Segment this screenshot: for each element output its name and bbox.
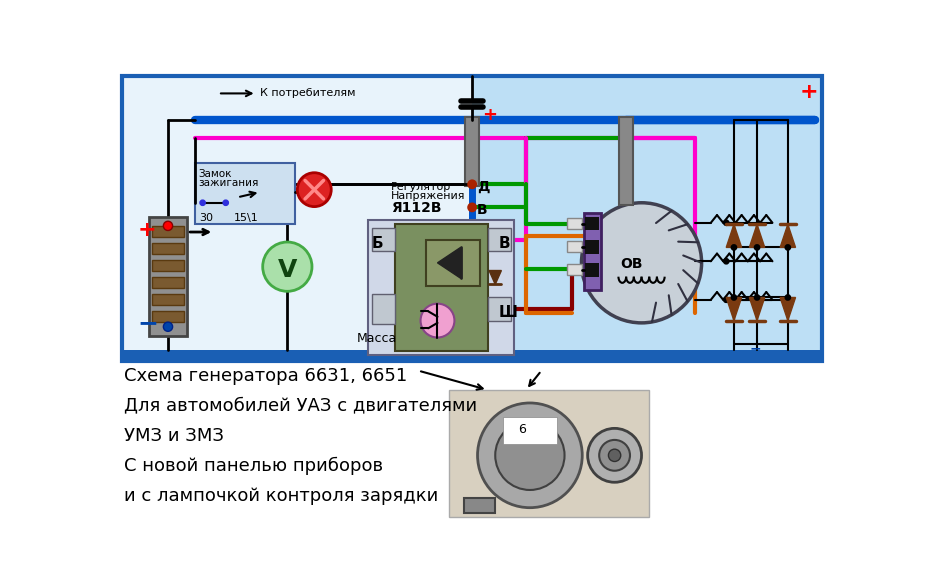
Text: С новой панелью приборов: С новой панелью приборов [124,457,383,475]
Polygon shape [780,224,796,247]
Bar [487,298,511,321]
Bar [372,228,395,251]
Bar [395,224,487,352]
Circle shape [724,298,729,302]
Bar [372,294,395,325]
Circle shape [724,259,729,264]
Bar [465,117,479,186]
Bar [487,228,511,251]
Bar [122,77,822,362]
Polygon shape [726,224,742,247]
Circle shape [582,203,701,323]
Circle shape [263,242,312,291]
Circle shape [477,403,582,507]
Text: +: + [137,220,155,240]
Text: К потребителям: К потребителям [261,88,356,98]
Text: −: − [749,342,761,355]
Circle shape [732,295,736,300]
Polygon shape [749,224,765,247]
Circle shape [724,220,729,225]
Circle shape [468,180,476,188]
Text: Напряжения: Напряжения [391,191,466,201]
Bar [567,218,582,229]
Text: зажигания: зажигания [199,178,259,188]
Text: и с лампочкой контроля зарядки: и с лампочкой контроля зарядки [124,487,438,505]
Bar [586,263,599,277]
Circle shape [587,428,642,482]
Text: V: V [278,258,297,282]
Text: Я112В: Я112В [391,201,442,215]
Text: +: + [799,82,818,102]
Circle shape [755,295,759,300]
Text: В: В [500,236,511,251]
Polygon shape [726,298,742,321]
Bar [586,217,599,230]
Circle shape [755,245,759,250]
Bar [152,260,184,271]
Circle shape [785,295,790,300]
Bar [472,77,822,362]
Text: Замок: Замок [199,169,232,179]
Bar [503,417,557,444]
Circle shape [421,304,454,338]
Polygon shape [438,247,461,278]
Bar [152,226,184,237]
Text: 30: 30 [199,213,213,223]
Text: Ш: Ш [500,305,518,320]
Bar [584,213,600,289]
Polygon shape [749,298,765,321]
Bar [152,311,184,322]
Circle shape [599,440,630,471]
Bar [464,498,495,513]
Circle shape [164,322,173,331]
Text: 6: 6 [518,423,526,436]
Bar [122,77,472,362]
Bar [195,163,295,224]
Bar [152,243,184,254]
Bar [122,350,822,362]
Circle shape [224,200,228,205]
Bar [619,117,633,205]
Text: ОВ: ОВ [620,257,643,271]
Bar [152,277,184,288]
Circle shape [732,245,736,250]
Circle shape [785,245,790,250]
Text: Масса: Масса [357,332,397,345]
Text: В: В [476,203,487,217]
Text: Регулятор: Регулятор [391,182,451,192]
Circle shape [164,222,173,230]
Bar [567,241,582,252]
Circle shape [201,200,205,205]
Bar [426,240,480,286]
Text: +: + [482,106,497,124]
Text: Б: Б [372,236,384,251]
Text: 15\1: 15\1 [233,213,258,223]
Circle shape [468,203,476,211]
Circle shape [495,421,564,490]
Bar [152,294,184,305]
Text: −: − [137,311,158,335]
Text: Схема генератора 6631, 6651: Схема генератора 6631, 6651 [124,367,407,385]
Bar [586,240,599,254]
Bar [449,390,649,517]
Circle shape [609,449,621,462]
Bar [368,220,514,355]
Bar [567,264,582,275]
Text: Д: Д [476,180,489,193]
Polygon shape [489,271,501,284]
Circle shape [297,173,331,207]
Bar [149,217,187,336]
Text: Для автомобилей УАЗ с двигателями: Для автомобилей УАЗ с двигателями [124,397,477,415]
Polygon shape [780,298,796,321]
Text: УМЗ и ЗМЗ: УМЗ и ЗМЗ [124,427,224,445]
